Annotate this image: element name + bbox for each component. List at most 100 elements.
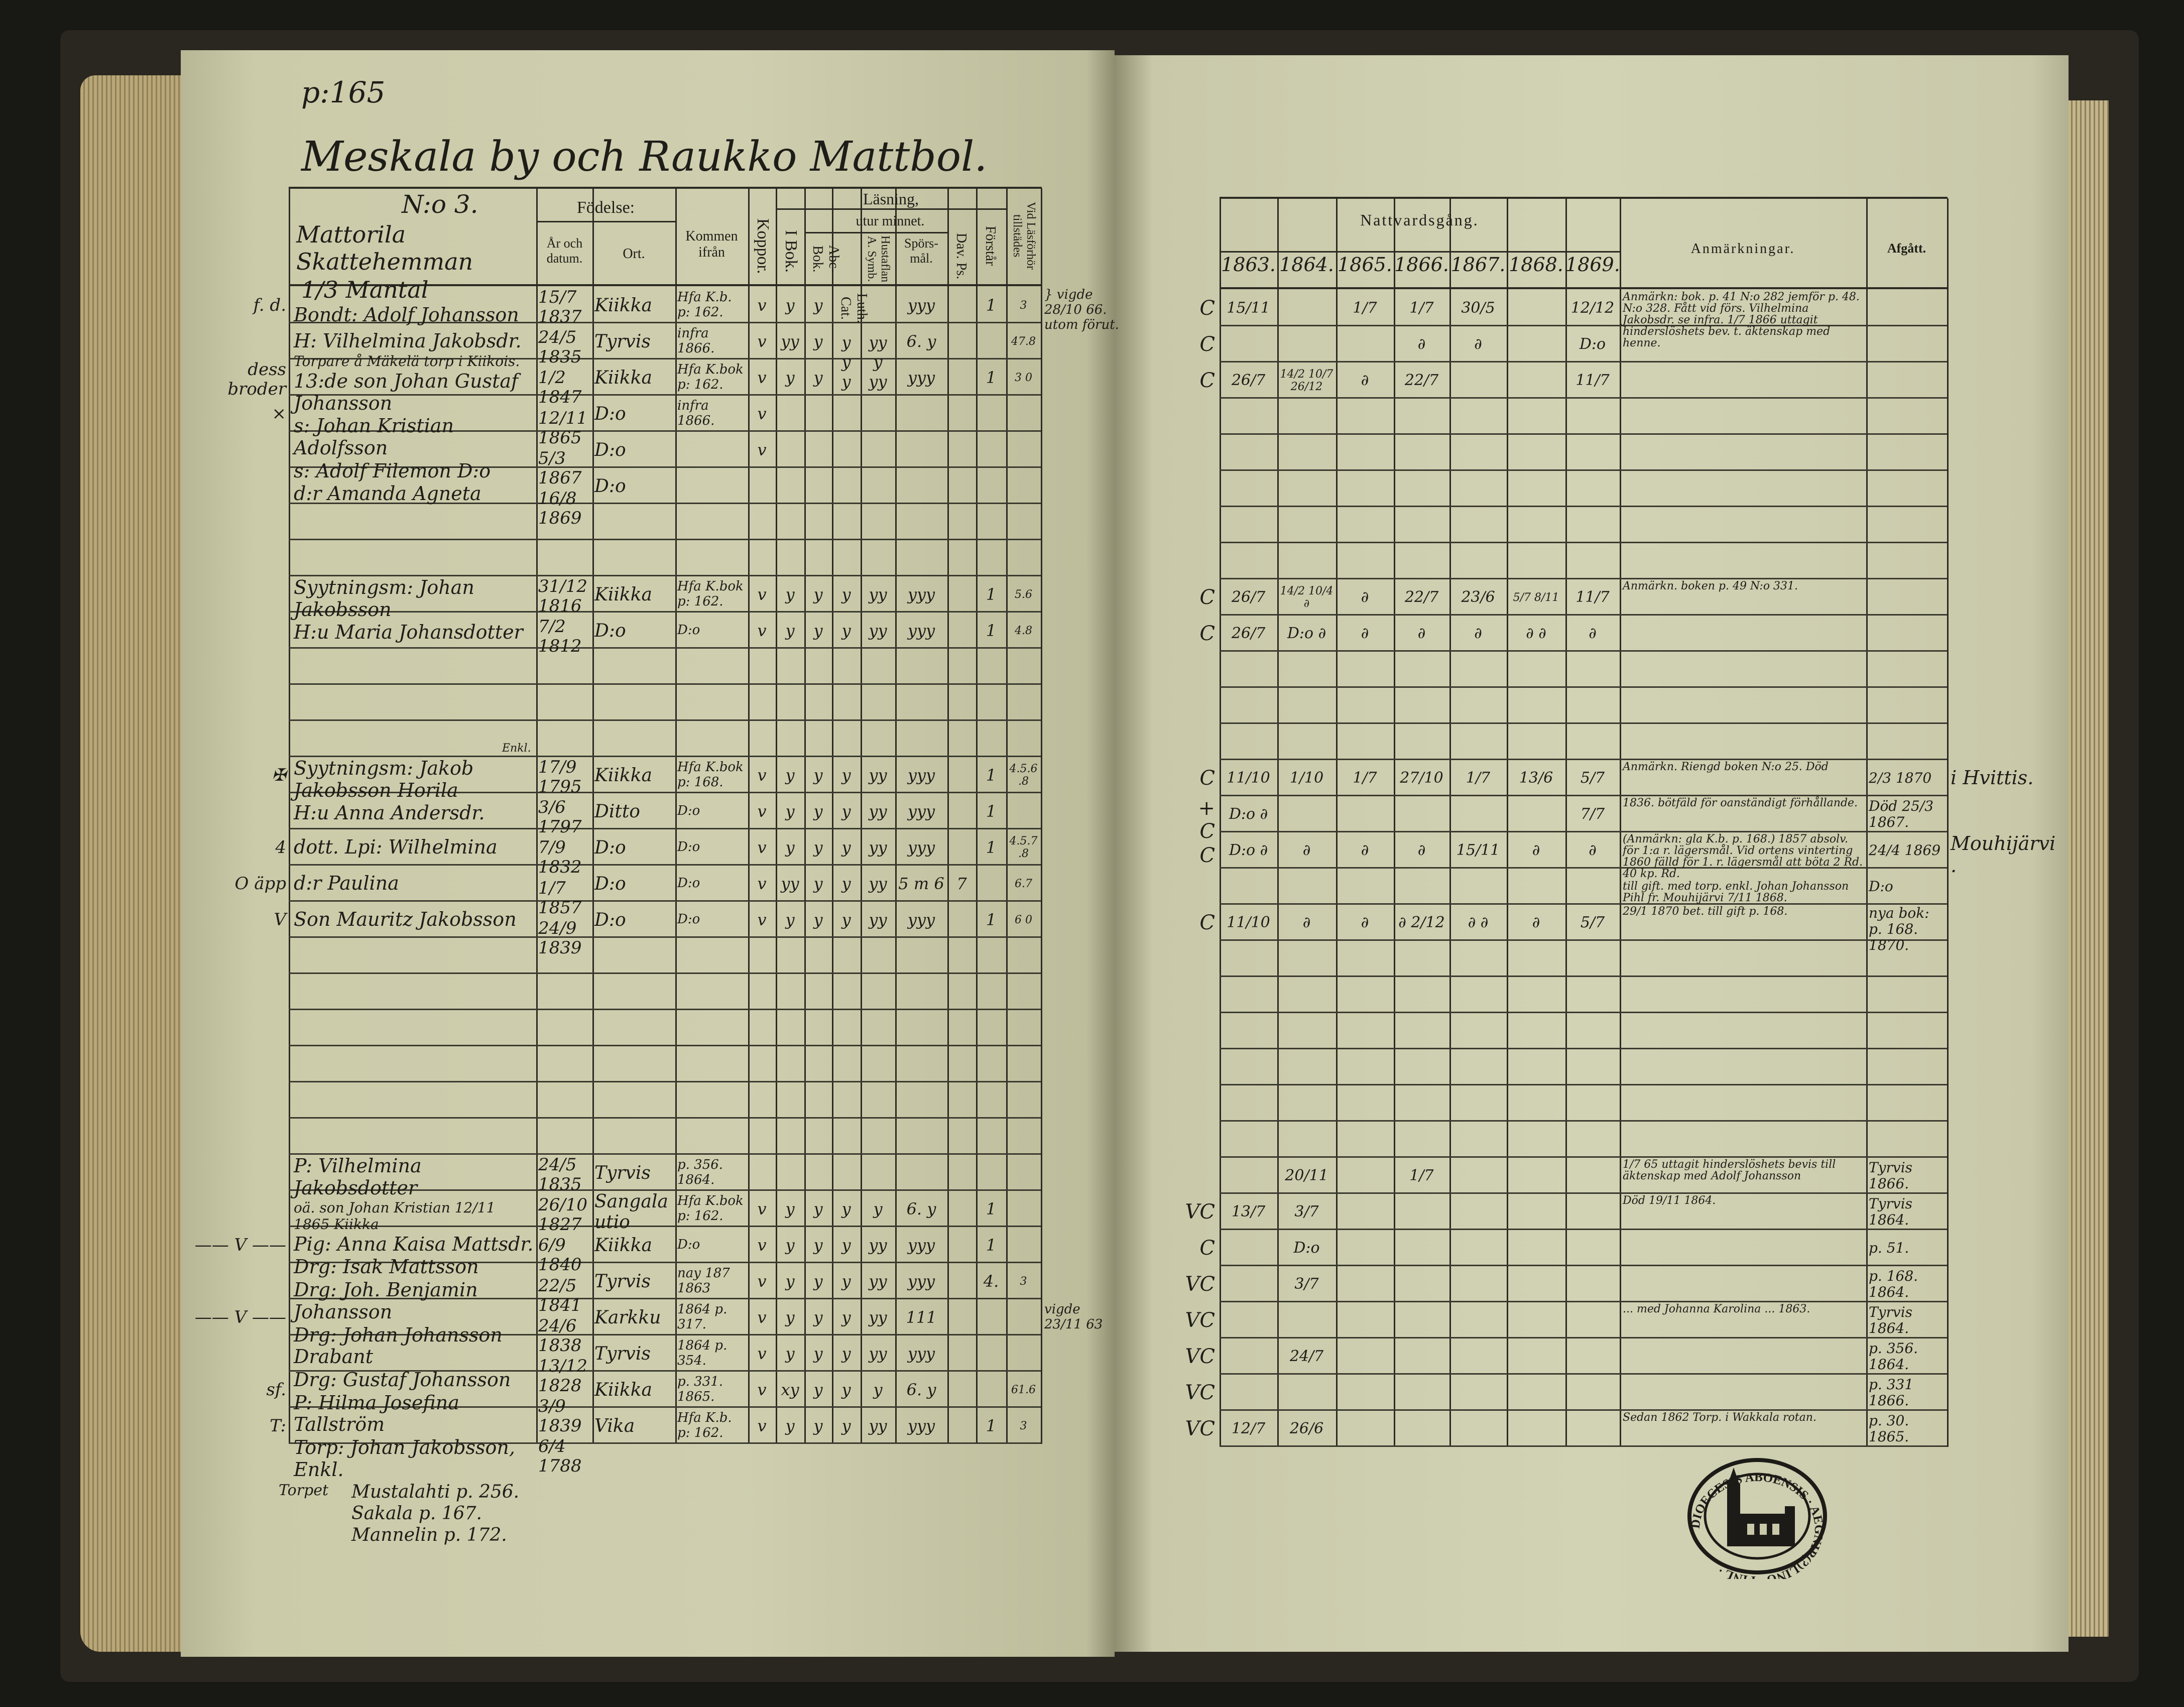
came-from: 1864 p. 317. bbox=[677, 1302, 727, 1332]
reading-mark: y bbox=[841, 910, 851, 929]
row-rule bbox=[289, 1298, 1041, 1299]
birth-place: D:o bbox=[594, 873, 626, 894]
row-rule bbox=[289, 358, 1041, 359]
confirmation-mark: +C bbox=[1198, 797, 1215, 843]
communion-date: 26/6 bbox=[1289, 1419, 1324, 1437]
reading-mark: y bbox=[841, 1271, 851, 1291]
communion-date: 3/7 bbox=[1294, 1275, 1319, 1293]
communion-date: 24/7 bbox=[1289, 1347, 1324, 1365]
birth-place: D:o bbox=[594, 475, 626, 497]
reading-mark: yy bbox=[869, 1271, 887, 1291]
reading-mark: 3 0 bbox=[1015, 371, 1032, 384]
reading-mark: yyy bbox=[907, 837, 935, 857]
column-rule bbox=[804, 188, 806, 1444]
reading-mark: y bbox=[785, 765, 795, 785]
communion-date: ∂ bbox=[1361, 841, 1369, 859]
communion-date: 5/7 8/11 bbox=[1513, 591, 1559, 604]
reading-mark: 6. y bbox=[906, 1380, 936, 1399]
came-from: D:o bbox=[677, 912, 700, 927]
came-from: infra 1866. bbox=[677, 398, 715, 428]
column-rule bbox=[1565, 198, 1567, 1447]
communion-date: 11/7 bbox=[1575, 371, 1610, 389]
reading-mark: 7 bbox=[956, 874, 967, 893]
header-remarks: Anmärkningar. bbox=[1690, 241, 1795, 257]
column-rule bbox=[1507, 198, 1508, 1447]
person-name: P: Hilma Josefina Tallström bbox=[294, 1391, 459, 1436]
reading-mark: y bbox=[841, 837, 851, 857]
reading-mark: v bbox=[757, 910, 767, 929]
reading-mark: yy bbox=[869, 621, 887, 640]
row-rule bbox=[1220, 939, 1947, 941]
communion-date: 1/7 bbox=[1409, 299, 1434, 317]
reading-mark: v bbox=[757, 765, 767, 785]
reading-mark: v bbox=[757, 1271, 767, 1291]
mantal: 1/3 Mantal bbox=[301, 276, 429, 303]
row-rule bbox=[1220, 325, 1947, 326]
reading-mark: 1 bbox=[986, 368, 997, 387]
remarks-text: ... med Johanna Karolina ... 1863. bbox=[1623, 1303, 1810, 1315]
confirmation-mark: C bbox=[1199, 622, 1215, 645]
year-header-1865: 1865. bbox=[1338, 254, 1392, 276]
header-hustaflan: Hustaflan A. Symb. bbox=[865, 235, 892, 283]
reading-mark: 111 bbox=[906, 1307, 937, 1327]
header-birth: Födelse: bbox=[576, 198, 635, 217]
header-smallpox: Koppor. bbox=[754, 218, 772, 274]
birth-date: 13/12 1828 bbox=[538, 1356, 587, 1396]
reading-mark: v bbox=[757, 1307, 767, 1327]
row-rule bbox=[1220, 578, 1947, 579]
came-from: p. 356. 1864. bbox=[677, 1157, 723, 1187]
column-rule bbox=[1449, 198, 1451, 1447]
row-rule bbox=[1220, 1265, 1947, 1266]
row-rule bbox=[1220, 1373, 1947, 1375]
birth-date: 1/2 1847 bbox=[538, 368, 582, 408]
marriage-note: vigde 23/11 63 bbox=[1044, 1302, 1103, 1332]
birth-place: D:o bbox=[594, 909, 626, 930]
row-rule bbox=[289, 900, 1041, 902]
confirmation-mark: C bbox=[1199, 1237, 1215, 1260]
departed-note: Tyrvis 1864. bbox=[1869, 1195, 1913, 1229]
person-name: s: Johan Kristian Adolfsson bbox=[294, 415, 454, 459]
header-communion: Nattvardsgång. bbox=[1360, 211, 1479, 229]
header-sporsmal: Spörs-mål. bbox=[904, 236, 938, 266]
reading-mark: 1 bbox=[986, 765, 997, 785]
communion-date: 5/7 bbox=[1580, 913, 1605, 931]
birth-place: Tyrvis bbox=[594, 1343, 651, 1364]
left-margin-note: —— V —— bbox=[194, 1307, 286, 1327]
church-icon bbox=[1727, 1468, 1795, 1546]
departed-note: p. 168. 1864. bbox=[1869, 1268, 1918, 1301]
reading-mark: y bbox=[841, 333, 851, 352]
reading-mark: yy bbox=[869, 1344, 887, 1363]
birth-place: Karkku bbox=[594, 1307, 661, 1328]
row-annotation: oä. son Johan Kristian 12/11 1865 Kiikka bbox=[294, 1199, 496, 1233]
reading-mark: y bbox=[785, 584, 795, 604]
column-rule bbox=[861, 188, 862, 1444]
row-annotation: Torpare å Mäkelä torp i Kiikois. bbox=[294, 352, 520, 370]
confirmation-mark: C bbox=[1199, 369, 1215, 392]
footer-note-torpet: Torpet bbox=[279, 1482, 329, 1500]
reading-mark: y bbox=[841, 1344, 851, 1363]
communion-date: 15/11 bbox=[1227, 299, 1270, 317]
row-rule bbox=[1220, 903, 1947, 905]
came-from: D:o bbox=[677, 876, 700, 891]
confirmation-mark: C bbox=[1199, 297, 1215, 320]
memory-subrule bbox=[804, 232, 947, 233]
birth-date: 24/6 1838 bbox=[538, 1315, 582, 1356]
reading-mark: 4.5.7.8 bbox=[1009, 834, 1038, 860]
reading-mark: y bbox=[813, 910, 823, 929]
communion-date: 5/7 bbox=[1580, 769, 1605, 787]
row-rule bbox=[289, 539, 1041, 540]
birth-place: Sangalautio bbox=[594, 1191, 668, 1233]
reading-mark: 4.5.6.8 bbox=[1009, 762, 1038, 788]
reading-mark: yyy bbox=[907, 368, 935, 387]
left-margin-note: ✠ bbox=[272, 765, 287, 785]
reading-mark: 1 bbox=[986, 1416, 997, 1435]
reading-mark: y bbox=[813, 295, 823, 315]
came-from: nay 187 1863 bbox=[677, 1266, 730, 1296]
person-name: Drg: Joh. Benjamin Johansson bbox=[294, 1279, 478, 1323]
reading-mark: 6 0 bbox=[1015, 913, 1032, 926]
reading-mark: y bbox=[813, 368, 823, 387]
reading-mark: v bbox=[757, 1380, 767, 1399]
left-margin-note: f. d. bbox=[253, 295, 286, 315]
reading-mark: 6.7 bbox=[1015, 877, 1032, 890]
birth-date: 24/5 1835 bbox=[538, 1155, 582, 1195]
